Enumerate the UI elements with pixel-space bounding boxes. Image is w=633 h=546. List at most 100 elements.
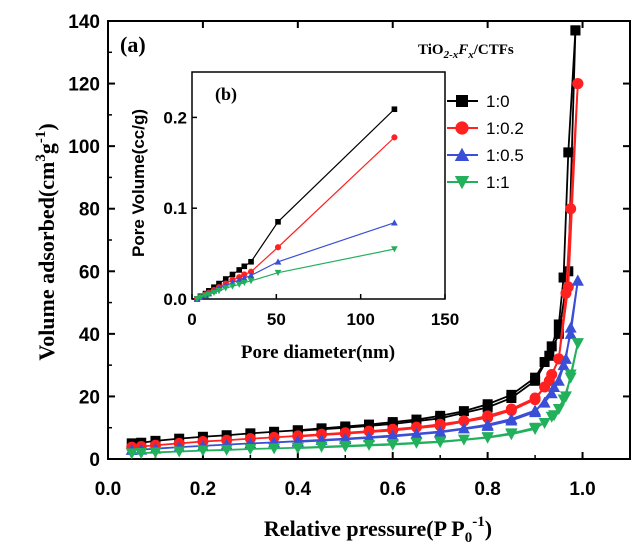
main-x-tick-label: 0.4 — [285, 479, 312, 500]
main-y-tick-label: 40 — [79, 325, 100, 346]
inset-x-tick-label: 0 — [187, 310, 196, 329]
main-y-tick-label: 80 — [79, 200, 100, 221]
legend-title: TiO2-xFx/CTFs — [418, 42, 514, 61]
inset-data-point — [240, 279, 248, 287]
main-tick-labels: 0.0 0.2 0.4 0.6 0.8 1.0 0 20 40 60 80 100 120 140 — [68, 12, 595, 500]
main-data-point — [565, 203, 577, 215]
main-data-point — [571, 274, 584, 286]
main-data-point — [552, 403, 565, 415]
inset-x-tick-label: 100 — [346, 310, 374, 329]
main-data-point — [411, 414, 422, 425]
main-data-point — [481, 419, 494, 431]
main-data-point — [564, 327, 577, 339]
main-data-point — [529, 406, 542, 418]
legend: 1:0 1:0.2 1:0.5 1:1 — [447, 92, 524, 192]
inset-data-point — [274, 244, 282, 251]
main-data-point — [553, 328, 564, 339]
inset-data-point — [247, 278, 255, 285]
legend-item: 1:0.5 — [447, 146, 524, 165]
legend-title-part-4: x — [467, 49, 474, 61]
inset-data-point — [248, 258, 254, 265]
legend-item: 1:0 — [447, 92, 510, 111]
main-data-point — [410, 421, 422, 433]
main-data-point — [458, 406, 469, 417]
legend-label: 1:0.2 — [486, 119, 524, 138]
main-data-point — [571, 338, 584, 350]
inset-x-tick-label: 50 — [267, 310, 286, 329]
inset-series-group — [193, 106, 398, 303]
legend-marker — [454, 176, 470, 190]
main-data-point — [135, 448, 148, 460]
main-x-tick-label: 0.2 — [190, 479, 216, 500]
inset-data-point — [241, 271, 248, 278]
legend-title-part-5: /CTFs — [473, 42, 514, 58]
inset-data-point — [193, 296, 201, 303]
legend-item: 1:0.2 — [447, 119, 524, 138]
legend-marker — [455, 121, 469, 135]
inset-data-point — [274, 269, 282, 277]
inset-data-point — [391, 134, 398, 141]
main-data-point — [548, 381, 561, 393]
inset-data-point — [236, 267, 243, 273]
legend-item: 1:1 — [447, 173, 510, 192]
main-y-tick-label: 120 — [68, 75, 100, 96]
inset-data-point — [222, 276, 229, 282]
main-data-point — [482, 402, 493, 413]
main-data-point — [482, 412, 494, 424]
main-data-point — [457, 422, 470, 434]
legend-label: 1:0 — [486, 92, 510, 111]
main-data-point — [196, 445, 209, 457]
main-data-point — [543, 375, 555, 387]
legend-label: 1:1 — [486, 173, 510, 192]
inset-y-tick-label: 0.1 — [163, 199, 187, 218]
main-data-point — [544, 350, 555, 361]
inset-y-tick-label: 0.0 — [163, 290, 187, 309]
main-data-point — [269, 426, 280, 437]
main-y-tick-label: 60 — [79, 262, 100, 283]
main-data-point — [546, 341, 557, 352]
inset-y-tick-label: 0.2 — [163, 108, 187, 127]
main-data-point — [553, 319, 564, 330]
inset-data-point — [222, 285, 230, 292]
main-data-point — [562, 281, 574, 293]
main-data-point — [268, 443, 281, 455]
main-data-point — [506, 392, 517, 403]
main-data-point — [173, 446, 186, 458]
main-data-point — [364, 419, 374, 430]
inset-x-tick-label: 150 — [431, 310, 459, 329]
main-data-point — [435, 413, 446, 424]
main-data-point — [481, 432, 494, 444]
legend-label: 1:0.5 — [486, 146, 524, 165]
inset-data-point — [275, 219, 281, 225]
main-data-point — [291, 443, 304, 455]
main-data-point — [557, 394, 570, 406]
main-data-point — [410, 427, 423, 439]
main-data-point — [505, 429, 518, 441]
main-x-tick-label: 1.0 — [569, 479, 595, 500]
inset-data-point — [235, 281, 243, 288]
main-x-tick-label: 0.8 — [474, 479, 500, 500]
inset-data-point — [274, 258, 282, 265]
main-y-tick-label: 100 — [68, 137, 100, 158]
main-data-point — [564, 372, 577, 384]
main-data-point — [558, 272, 569, 283]
main-data-point — [530, 375, 541, 386]
main-data-point — [220, 444, 233, 456]
inset-data-point — [205, 291, 213, 298]
main-data-point — [570, 25, 581, 36]
legend-title-part-3: F — [457, 42, 468, 58]
main-data-point — [316, 423, 327, 434]
inset-data-point — [391, 106, 398, 113]
main-y-axis-label: Volume adsorbed(cm3g-1) — [33, 123, 59, 360]
main-y-tick-label: 140 — [68, 12, 100, 33]
inset-data-point — [229, 283, 236, 290]
main-data-point — [363, 431, 375, 443]
inset-data-point — [391, 219, 398, 226]
main-data-point — [548, 410, 561, 422]
legend-marker — [456, 95, 468, 107]
main-data-point — [529, 423, 542, 435]
main-data-point — [125, 448, 138, 460]
inset-data-point — [241, 263, 248, 270]
inset-data-point — [247, 268, 255, 275]
